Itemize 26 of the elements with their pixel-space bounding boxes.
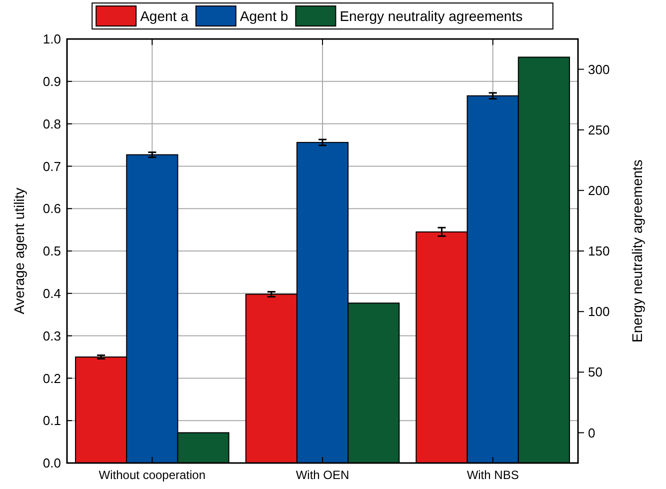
y-tick-label: 0.3	[42, 328, 61, 344]
y2-tick-label: 200	[588, 182, 610, 198]
y2-tick-label: 100	[588, 304, 610, 320]
x-tick-label: Without cooperation	[98, 468, 206, 482]
y2-axis-title: Energy neutrality agreements	[629, 160, 645, 342]
x-tick-label: With NBS	[466, 468, 519, 482]
y2-tick-label: 150	[588, 244, 610, 259]
y-tick-label: 0.5	[42, 244, 61, 259]
y-tick-label: 1.0	[42, 32, 61, 47]
y2-tick-label: 250	[588, 122, 610, 138]
y-tick-label: 0.4	[42, 286, 61, 301]
y2-tick-label: 50	[588, 364, 602, 380]
legend-label: Energy neutrality agreements	[340, 8, 523, 24]
y-axis-title: Average agent utility	[11, 188, 27, 314]
y2-tick-label: 0	[588, 425, 596, 440]
y-tick-label: 0.0	[42, 456, 61, 471]
legend-label: Agent a	[140, 8, 189, 24]
y-tick-label: 0.2	[42, 370, 61, 386]
y2-tick-label: 300	[588, 62, 610, 77]
y-tick-label: 0.9	[42, 74, 61, 89]
y-tick-label: 0.6	[42, 201, 61, 216]
x-tick-label: With OEN	[296, 468, 350, 482]
y-tick-label: 0.1	[42, 413, 61, 428]
y-tick-label: 0.8	[42, 116, 61, 132]
y-tick-label: 0.7	[42, 158, 61, 174]
legend-label: Agent b	[240, 8, 288, 24]
